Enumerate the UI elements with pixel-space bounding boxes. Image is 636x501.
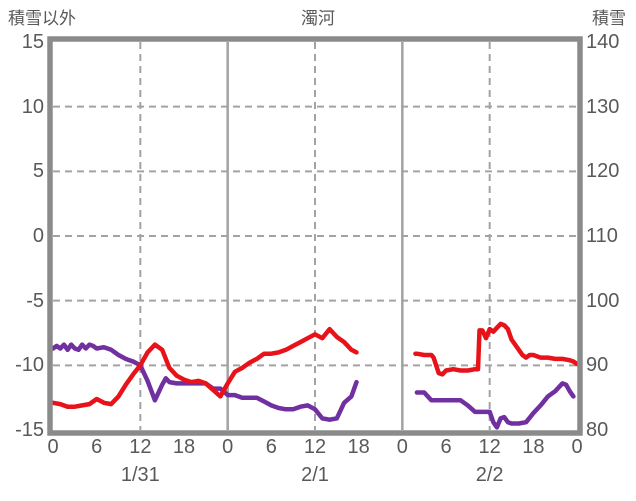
x-axis-hour-label: 0 — [571, 436, 583, 458]
x-axis-hour-label: 0 — [222, 436, 234, 458]
left-axis-tick-label: -15 — [15, 419, 44, 441]
x-axis-hour-label: 6 — [265, 436, 277, 458]
purple-right-axis-series — [414, 381, 576, 430]
left-axis-tick-label: -5 — [26, 289, 44, 312]
purple-right-axis-series — [50, 342, 359, 422]
right-axis-tick-label: 80 — [586, 419, 609, 441]
x-axis-hour-label: 6 — [91, 436, 103, 458]
x-axis-hour-label: 18 — [172, 436, 196, 458]
left-axis-tick-label: 15 — [21, 31, 44, 53]
x-axis-hour-label: 12 — [303, 436, 327, 458]
left-axis-tick-label: 0 — [32, 225, 44, 247]
left-axis-title: 積雪以外 — [8, 9, 76, 28]
x-axis-hour-label: 0 — [396, 436, 408, 458]
right-axis-tick-label: 120 — [586, 160, 620, 183]
x-axis-hour-label: 18 — [347, 436, 370, 458]
chart-title: 濁河 — [301, 9, 335, 28]
red-left-axis-series — [413, 321, 580, 377]
x-axis-date-label: 1/31 — [120, 464, 160, 486]
x-axis-hour-label: 18 — [522, 436, 545, 458]
x-axis-hour-label: 6 — [440, 436, 452, 458]
right-axis-tick-label: 100 — [586, 289, 620, 312]
left-axis-tick-label: 10 — [21, 95, 44, 118]
x-axis-hour-label: 12 — [129, 436, 152, 458]
x-axis-date-label: 2/1 — [301, 464, 329, 486]
x-axis-hour-label: 12 — [478, 436, 501, 458]
x-axis-hour-label: 0 — [47, 436, 59, 458]
right-axis-title: 積雪 — [592, 9, 626, 28]
right-axis-tick-label: 130 — [586, 95, 620, 118]
right-axis-tick-label: 90 — [586, 354, 609, 377]
red-left-axis-series — [50, 326, 359, 409]
left-axis-tick-label: -10 — [15, 354, 44, 377]
right-axis-tick-label: 140 — [586, 31, 620, 53]
right-axis-tick-label: 110 — [586, 225, 618, 247]
plot-frame — [47, 36, 583, 436]
left-axis-tick-label: 5 — [32, 160, 44, 183]
x-axis-date-label: 2/2 — [475, 464, 504, 486]
